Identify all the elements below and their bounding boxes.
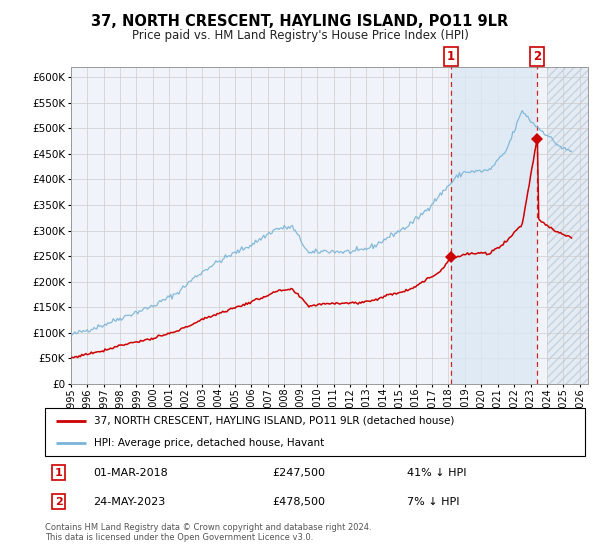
Text: Price paid vs. HM Land Registry's House Price Index (HPI): Price paid vs. HM Land Registry's House … (131, 29, 469, 42)
Text: 37, NORTH CRESCENT, HAYLING ISLAND, PO11 9LR (detached house): 37, NORTH CRESCENT, HAYLING ISLAND, PO11… (94, 416, 454, 426)
Text: 7% ↓ HPI: 7% ↓ HPI (407, 497, 460, 507)
Text: 41% ↓ HPI: 41% ↓ HPI (407, 468, 466, 478)
Bar (547, 67, 588, 384)
FancyBboxPatch shape (45, 408, 585, 456)
Bar (451, 67, 537, 384)
Text: £478,500: £478,500 (272, 497, 325, 507)
Text: 2: 2 (55, 497, 62, 507)
Text: £247,500: £247,500 (272, 468, 325, 478)
Text: Contains HM Land Registry data © Crown copyright and database right 2024.
This d: Contains HM Land Registry data © Crown c… (45, 523, 371, 543)
Text: 01-MAR-2018: 01-MAR-2018 (94, 468, 169, 478)
Text: 2: 2 (533, 50, 541, 63)
Text: 37, NORTH CRESCENT, HAYLING ISLAND, PO11 9LR: 37, NORTH CRESCENT, HAYLING ISLAND, PO11… (91, 14, 509, 29)
Text: 1: 1 (447, 50, 455, 63)
Text: 1: 1 (55, 468, 62, 478)
Text: HPI: Average price, detached house, Havant: HPI: Average price, detached house, Hava… (94, 438, 324, 448)
Text: 24-MAY-2023: 24-MAY-2023 (94, 497, 166, 507)
